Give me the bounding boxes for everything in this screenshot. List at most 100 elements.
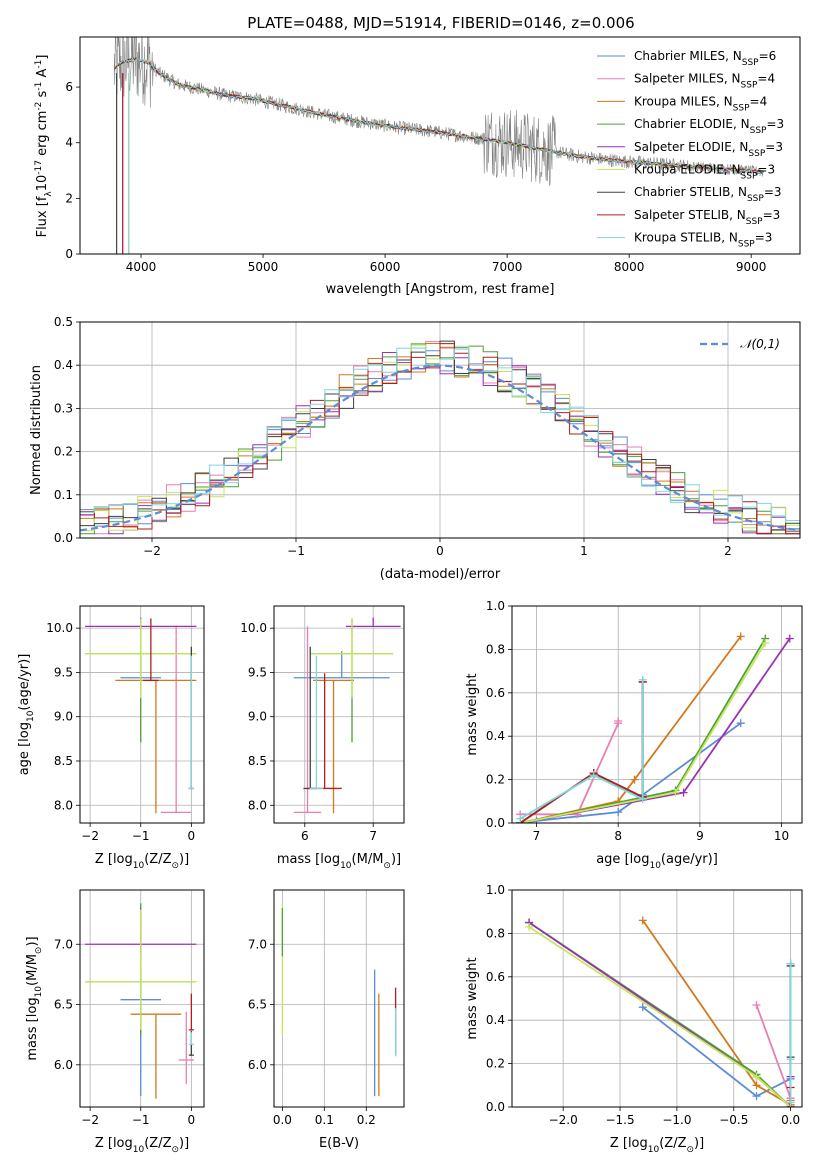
mass-vs-ebv-ytick-label: 7.0: [248, 937, 267, 951]
residuals-xtick-label: −1: [287, 544, 305, 558]
label-fragment: )]: [25, 936, 40, 946]
mass-weight-vs-age-xtick-label: 7: [533, 829, 541, 843]
label-fragment: 10: [133, 1145, 145, 1155]
label-fragment: ⊙: [171, 861, 179, 871]
mass-weight-marker: [786, 1098, 795, 1107]
mass-vs-z-xtick-label: −2: [81, 1113, 99, 1127]
label-fragment: Chabrier ELODIE, N: [634, 117, 750, 131]
mass-weight-vs-age-xtick-label: 10: [774, 829, 789, 843]
mass-weight-vs-z-ytick-label: 0.4: [486, 1013, 505, 1027]
mass-weight-vs-z-xtick-label: −2.0: [549, 1113, 578, 1127]
label-fragment: mass weight: [465, 957, 480, 1039]
label-fragment: Chabrier MILES, N: [634, 49, 742, 63]
label-fragment: (M/M: [25, 954, 40, 986]
mass-weight-marker: [736, 632, 745, 641]
residuals-panel: −2 −1 0 1 2 0.0 0.1 0.2 0.3 0.4 0.5 𝒩(0,1) (data-mod…: [29, 315, 801, 582]
age-vs-z-ytick-label: 10.0: [46, 621, 73, 635]
label-fragment: 10: [34, 986, 44, 998]
age-vs-mass-xtick-label: 7: [369, 829, 377, 843]
age-vs-mass-plot-area: [274, 606, 404, 823]
label-fragment: Kroupa STELIB, N: [634, 231, 738, 245]
mass-weight-marker: [589, 771, 598, 780]
label-fragment: =4: [757, 72, 775, 86]
mass-vs-ebv-xtick-label: 0.2: [357, 1113, 376, 1127]
mass-vs-ebv-panel: 0.0 0.1 0.2 6.0 6.5 7.0 E(B-V): [248, 889, 405, 1151]
label-fragment: ]: [35, 55, 50, 60]
label-fragment: Z [: [95, 852, 113, 867]
spectrum-ytick-label: 2: [65, 191, 73, 205]
age-vs-z-plot-area: [80, 606, 204, 823]
mass-weight-vs-age-ytick-label: 0.4: [486, 729, 505, 743]
age-vs-z-frame: [79, 605, 205, 824]
mass-weight-vs-z-ytick-label: 0.8: [486, 926, 505, 940]
label-fragment: 10: [649, 861, 661, 871]
label-fragment: -1: [34, 60, 44, 69]
age-vs-mass-ytick-label: 8.0: [248, 798, 267, 812]
label-fragment: =3: [757, 163, 775, 177]
label-fragment: ⊙: [383, 861, 391, 871]
mass-weight-marker: [671, 788, 680, 797]
label-fragment: s: [35, 90, 50, 101]
mass-weight-vs-z-xtick-label: −1.5: [605, 1113, 634, 1127]
mass-weight-vs-age-xlabel: age [log10(age/yr)]: [596, 852, 718, 871]
mass-vs-z-frame: [79, 889, 205, 1108]
mass-weight-marker: [630, 775, 639, 784]
age-vs-z-ytick-label: 8.5: [54, 754, 73, 768]
label-fragment: 10: [133, 861, 145, 871]
legend-label: Kroupa ELODIE, NSSP=3: [634, 163, 775, 182]
label-fragment: A: [35, 69, 50, 82]
label-fragment: )]: [179, 852, 189, 867]
mass-weight-marker: [638, 675, 647, 684]
mass-weight-marker: [786, 959, 795, 968]
age-vs-mass-xlabel: mass [log10(M/M⊙)]: [277, 852, 401, 871]
mass-weight-vs-age-xtick-label: 8: [614, 829, 622, 843]
mass-weight-marker: [761, 638, 770, 647]
age-vs-z-xtick-label: −1: [132, 829, 150, 843]
mass-weight-vs-z-ytick-label: 0.2: [486, 1057, 505, 1071]
model-spectrum-line: [116, 57, 763, 174]
age-vs-z-ytick-label: 8.0: [54, 798, 73, 812]
age-vs-mass-panel: 6 7 8.0 8.5 9.0 9.5 10.0 mass [log10(M/M⊙)]: [240, 605, 405, 871]
mass-weight-vs-age-xtick-label: 9: [696, 829, 704, 843]
age-vs-z-ylabel: age [log10(age/yr)]: [17, 654, 36, 776]
age-vs-mass-ytick-label: 10.0: [240, 621, 267, 635]
residuals-ytick-label: 0.3: [54, 401, 73, 415]
mass-weight-marker: [679, 788, 688, 797]
residuals-frame: [79, 321, 801, 539]
residuals-xtick-label: 0: [436, 544, 444, 558]
label-fragment: -17: [34, 160, 44, 175]
mass-weight-vs-z-xtick-label: −1.0: [662, 1113, 691, 1127]
mass-vs-ebv-plot-area: [274, 890, 404, 1107]
spectrum-xlabel: wavelength [Angstrom, rest frame]: [326, 282, 555, 297]
mass-weight-vs-z-ytick-label: 0.6: [486, 970, 505, 984]
age-vs-mass-ytick-label: 9.0: [248, 710, 267, 724]
mass-vs-ebv-xlabel: E(B-V): [319, 1136, 359, 1151]
label-fragment: mass [: [277, 852, 320, 867]
spectrum-ylabel: Flux [fλ10-17 erg cm-2 s-1 A-1]: [34, 55, 54, 238]
mass-weight-vs-z-xtick-label: 0.0: [781, 1113, 800, 1127]
spectrum-xtick-label: 8000: [614, 260, 645, 274]
age-vs-z-ytick-label: 9.5: [54, 665, 73, 679]
label-fragment: SSP: [741, 172, 758, 182]
age-vs-z-xtick-label: −2: [81, 829, 99, 843]
label-fragment: SSP: [741, 81, 758, 91]
mass-weight-vs-z-plot-area: [512, 890, 802, 1107]
label-fragment: -1: [34, 82, 44, 91]
label-fragment: wavelength [Angstrom, rest frame]: [326, 282, 555, 297]
mass-vs-ebv-xtick-label: 0.1: [315, 1113, 334, 1127]
label-fragment: log: [17, 722, 32, 742]
spectrum-panel: 4000 5000 6000 7000 8000 9000 0 2 4 6 Chabrier MIL…: [34, 36, 801, 297]
label-fragment: )]: [179, 1136, 189, 1151]
label-fragment: (Z/Z: [144, 852, 171, 867]
legend-label: Kroupa MILES, NSSP=4: [634, 94, 767, 113]
normal-reference-curve: [80, 364, 800, 532]
spectrum-frame: [79, 36, 801, 255]
mass-vs-ebv-ytick-label: 6.0: [248, 1058, 267, 1072]
label-fragment: -2: [34, 102, 44, 111]
label-fragment: =3: [766, 117, 784, 131]
mass-weight-marker: [525, 922, 534, 931]
spectrum-xtick-label: 7000: [492, 260, 523, 274]
label-fragment: Kroupa MILES, N: [634, 94, 733, 108]
age-vs-mass-frame: [273, 605, 405, 824]
